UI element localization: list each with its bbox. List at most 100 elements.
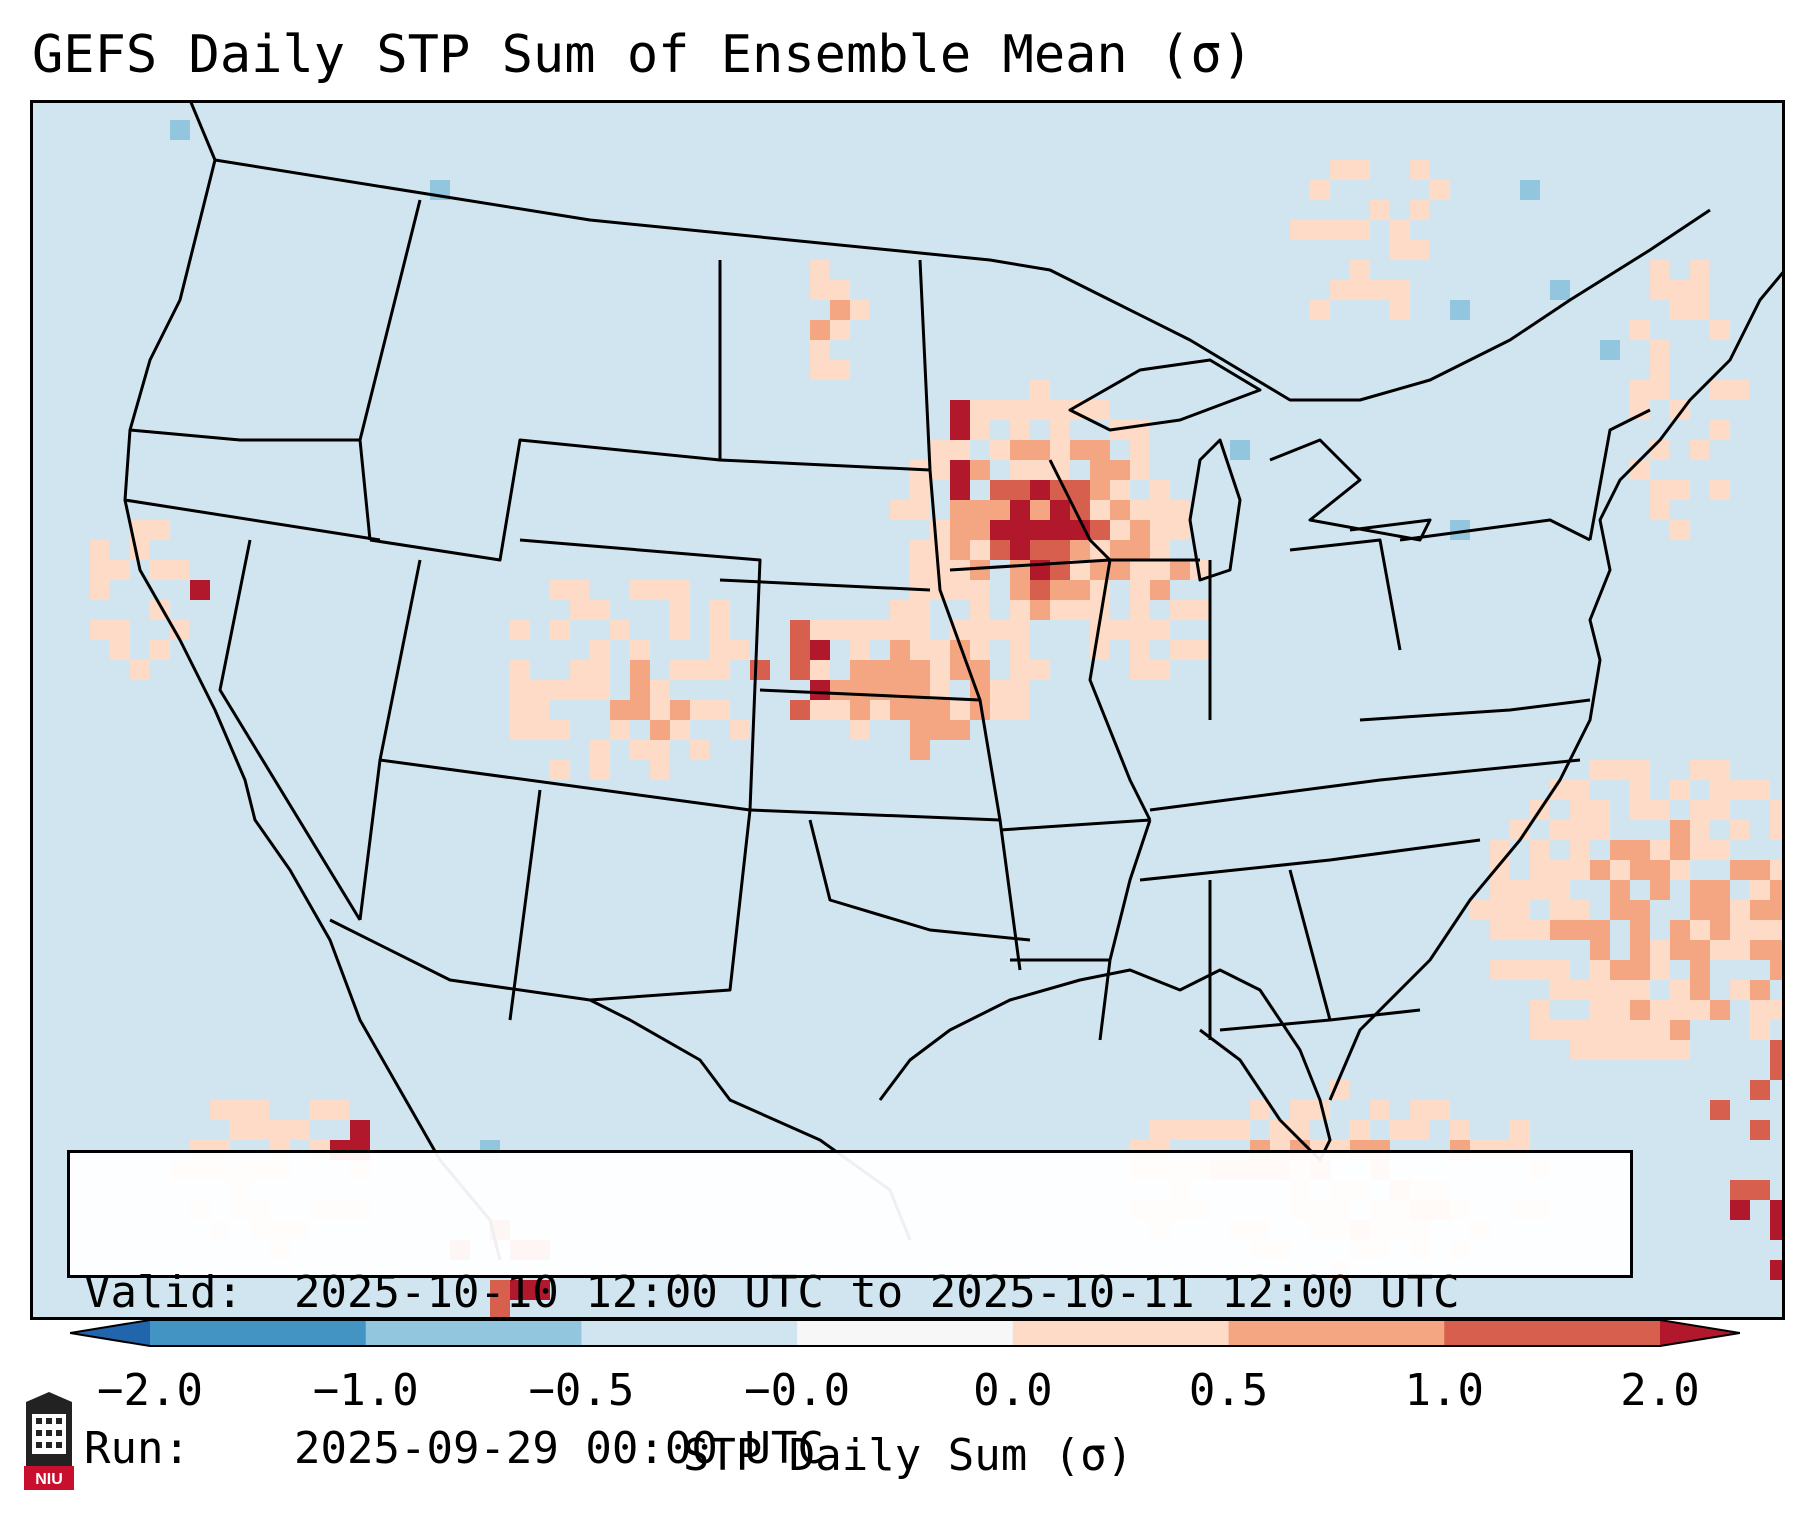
state-ga-fl — [1219, 1008, 1421, 1032]
stp-cell — [1770, 1040, 1785, 1060]
stp-cell — [870, 700, 890, 720]
stp-cell — [1710, 380, 1730, 400]
stp-cell — [1330, 280, 1350, 300]
stp-cell — [1770, 880, 1785, 900]
canada-border — [214, 158, 1711, 402]
state-va-nc — [1359, 698, 1591, 722]
stp-cell — [1730, 1180, 1750, 1200]
stp-cell — [950, 500, 970, 520]
valid-label: Valid: — [84, 1267, 243, 1318]
stp-cell — [1530, 1020, 1550, 1040]
stp-cell — [1610, 900, 1630, 920]
stp-cell — [1110, 480, 1130, 500]
stp-cell — [1770, 920, 1785, 940]
state-ks-ok — [749, 808, 1001, 822]
state-or-ca — [124, 498, 381, 542]
stp-cell — [630, 660, 650, 680]
colorbar — [70, 1319, 1740, 1347]
colorbar-tick-label: 2.0 — [1620, 1365, 1700, 1416]
stp-cell — [230, 1100, 250, 1120]
lake-huron-erie — [1269, 438, 1432, 542]
stp-cell — [950, 660, 970, 680]
stp-cell — [910, 640, 930, 660]
stp-cell — [510, 1280, 530, 1300]
state-ut-az — [379, 758, 751, 812]
stp-cell — [1130, 560, 1150, 580]
stp-cell — [1630, 900, 1650, 920]
stp-cell — [1650, 940, 1670, 960]
stp-cell — [1690, 800, 1710, 820]
stp-cell — [1490, 920, 1510, 940]
stp-cell — [1130, 440, 1150, 460]
colorbar-label: STP Daily Sum (σ) — [682, 1430, 1134, 1481]
stp-cell — [1630, 400, 1650, 420]
stp-cell — [950, 480, 970, 500]
stp-cell — [1050, 560, 1070, 580]
stp-cell — [1610, 1020, 1630, 1040]
stp-cell — [590, 740, 610, 760]
state-tn-ky — [1149, 758, 1581, 812]
stp-cell — [590, 760, 610, 780]
stp-cell — [950, 420, 970, 440]
stp-cell — [550, 580, 570, 600]
stp-cell — [1130, 420, 1150, 440]
stp-cell — [1730, 1200, 1750, 1220]
colorbar-tick-label: 1.0 — [1404, 1365, 1485, 1416]
stp-cell — [570, 600, 590, 620]
stp-cell — [530, 720, 550, 740]
state-sd-ne — [719, 578, 931, 592]
stp-cell — [850, 620, 870, 640]
stp-cell — [1170, 520, 1190, 540]
stp-cell — [1530, 860, 1550, 880]
state-co-box — [519, 538, 762, 811]
stp-cell — [1350, 280, 1370, 300]
stp-cell — [1750, 1020, 1770, 1040]
stp-cell — [570, 680, 590, 700]
stp-cell — [990, 400, 1010, 420]
stp-cell — [510, 720, 530, 740]
stp-cell — [1310, 300, 1330, 320]
stp-cell — [1610, 760, 1630, 780]
stp-cell — [1010, 620, 1030, 640]
stp-cell — [1010, 540, 1030, 560]
stp-cell — [1290, 1120, 1310, 1140]
stp-cell — [870, 620, 890, 640]
stp-cell — [1030, 480, 1050, 500]
stp-cell — [1490, 880, 1510, 900]
niu-logo: NIU — [24, 1392, 74, 1490]
stp-cell — [1610, 980, 1630, 1000]
stp-cell — [890, 620, 910, 640]
stp-cell — [590, 640, 610, 660]
stp-cell — [1710, 780, 1730, 800]
stp-cell — [1130, 460, 1150, 480]
stp-cell — [1490, 840, 1510, 860]
stp-cell — [910, 680, 930, 700]
stp-cell — [1630, 920, 1650, 940]
stp-cell — [990, 540, 1010, 560]
pacific-coastline — [123, 100, 502, 1261]
stp-cell — [1650, 840, 1670, 860]
stp-cell — [1090, 480, 1110, 500]
stp-cell — [1510, 900, 1530, 920]
stp-cell — [1190, 1120, 1210, 1140]
stp-cell — [1130, 520, 1150, 540]
stp-cell — [1690, 980, 1710, 1000]
stp-cell — [630, 700, 650, 720]
stp-cell — [1690, 440, 1710, 460]
stp-cell — [1590, 760, 1610, 780]
stp-cell — [1050, 460, 1070, 480]
stp-cell — [650, 720, 670, 740]
stp-cell — [1570, 1020, 1590, 1040]
stp-cell — [1590, 1040, 1610, 1060]
colorbar-bin — [1012, 1320, 1230, 1346]
stp-cell — [1070, 540, 1090, 560]
stp-cell — [1630, 780, 1650, 800]
stp-cell — [1050, 600, 1070, 620]
stp-cell — [1570, 980, 1590, 1000]
stp-cell — [330, 1100, 350, 1120]
stp-cell — [1610, 860, 1630, 880]
stp-cell — [1520, 180, 1540, 200]
stp-cell — [1330, 160, 1350, 180]
stp-cell — [1690, 940, 1710, 960]
stp-cell — [1670, 1020, 1690, 1040]
